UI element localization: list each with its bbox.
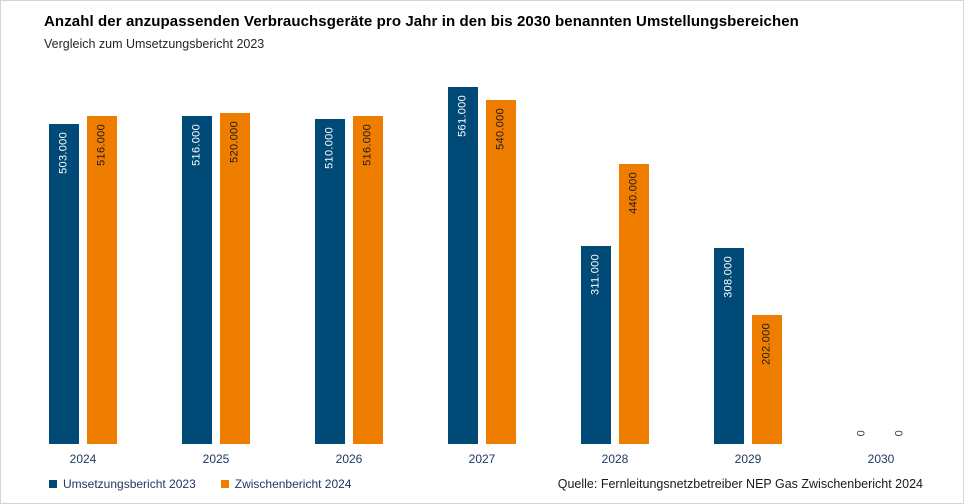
- bar-slot-2027-series1: 561.000: [448, 62, 478, 444]
- bar-slot-2030-series2: 0: [885, 62, 915, 444]
- legend-item-1: Umsetzungsbericht 2023: [49, 477, 196, 491]
- bar-slot-2025-series1: 516.000: [182, 62, 212, 444]
- bar-group-2025: 516.000 520.000: [182, 62, 250, 444]
- bar-value-label-2029-series2: 202.000: [760, 323, 773, 366]
- bar-2028-series2: [619, 163, 649, 444]
- x-axis-label-2025: 2025: [202, 452, 230, 466]
- legend-label: Zwischenbericht 2024: [234, 477, 352, 491]
- bar-value-label-2027-series2: 540.000: [494, 108, 507, 151]
- bar-2024-series1: [49, 123, 79, 444]
- bar-group-2024: 503.000 516.000: [49, 62, 117, 444]
- legend-label: Umsetzungsbericht 2023: [63, 477, 196, 491]
- bar-slot-2029-series2: 202.000: [752, 62, 782, 444]
- bar-value-label-2028-series2: 440.000: [627, 171, 640, 214]
- x-axis-label-2029: 2029: [734, 452, 762, 466]
- bar-slot-2030-series1: 0: [847, 62, 877, 444]
- bar-slot-2024-series2: 516.000: [87, 62, 117, 444]
- source-note: Quelle: Fernleitungsnetzbetreiber NEP Ga…: [557, 477, 923, 491]
- bar-value-label-2030-series1: 0: [855, 429, 868, 436]
- bar-slot-2026-series2: 516.000: [353, 62, 383, 444]
- bar-value-label-2026-series1: 510.000: [323, 127, 336, 170]
- legend-swatch-icon: [220, 480, 229, 488]
- bar-2025-series2: [220, 112, 250, 444]
- bar-value-label-2024-series2: 516.000: [95, 123, 108, 166]
- plot-area: 503.000 516.000 2024 516.000 520.000 2025 510.…: [49, 62, 919, 466]
- bar-value-label-2024-series1: 503.000: [57, 131, 70, 174]
- bar-value-label-2027-series1: 561.000: [456, 94, 469, 137]
- bar-value-label-2026-series2: 516.000: [361, 123, 374, 166]
- legend-item-2: Zwischenbericht 2024: [220, 477, 352, 491]
- bar-group-2028: 311.000 440.000: [581, 62, 649, 444]
- bar-value-label-2029-series1: 308.000: [722, 255, 735, 298]
- bar-2027-series1: [448, 86, 478, 444]
- bar-2029-series2: [752, 315, 782, 444]
- legend: Umsetzungsbericht 2023 Zwischenbericht 20…: [49, 477, 351, 491]
- bar-group-2027: 561.000 540.000: [448, 62, 516, 444]
- x-axis-label-2028: 2028: [601, 452, 629, 466]
- bar-2028-series1: [581, 246, 611, 444]
- chart-title: Anzahl der anzupassenden Verbrauchsgerät…: [44, 13, 799, 30]
- x-axis-label-2027: 2027: [468, 452, 496, 466]
- x-axis-label-2024: 2024: [69, 452, 97, 466]
- legend-swatch-icon: [49, 480, 57, 488]
- bar-slot-2028-series1: 311.000: [581, 62, 611, 444]
- bar-value-label-2030-series2: 0: [893, 429, 906, 436]
- x-axis-label-2026: 2026: [335, 452, 363, 466]
- bar-group-2026: 510.000 516.000: [315, 62, 383, 444]
- bar-2024-series2: [87, 115, 117, 444]
- bar-value-label-2025-series2: 520.000: [228, 120, 241, 163]
- bar-value-label-2028-series1: 311.000: [589, 254, 602, 296]
- bar-slot-2025-series2: 520.000: [220, 62, 250, 444]
- bar-value-label-2025-series1: 516.000: [190, 123, 203, 166]
- bar-2026-series2: [353, 115, 383, 444]
- x-axis-label-2030: 2030: [867, 452, 895, 466]
- bar-slot-2027-series2: 540.000: [486, 62, 516, 444]
- bar-slot-2028-series2: 440.000: [619, 62, 649, 444]
- bar-2029-series1: [714, 247, 744, 444]
- chart-subtitle: Vergleich zum Umsetzungsbericht 2023: [44, 37, 265, 51]
- bar-group-2029: 308.000 202.000: [714, 62, 782, 444]
- bar-2027-series2: [486, 100, 516, 444]
- bar-2026-series1: [315, 119, 345, 444]
- bar-slot-2029-series1: 308.000: [714, 62, 744, 444]
- bar-slot-2024-series1: 503.000: [49, 62, 79, 444]
- bar-2025-series1: [182, 115, 212, 444]
- bar-slot-2026-series1: 510.000: [315, 62, 345, 444]
